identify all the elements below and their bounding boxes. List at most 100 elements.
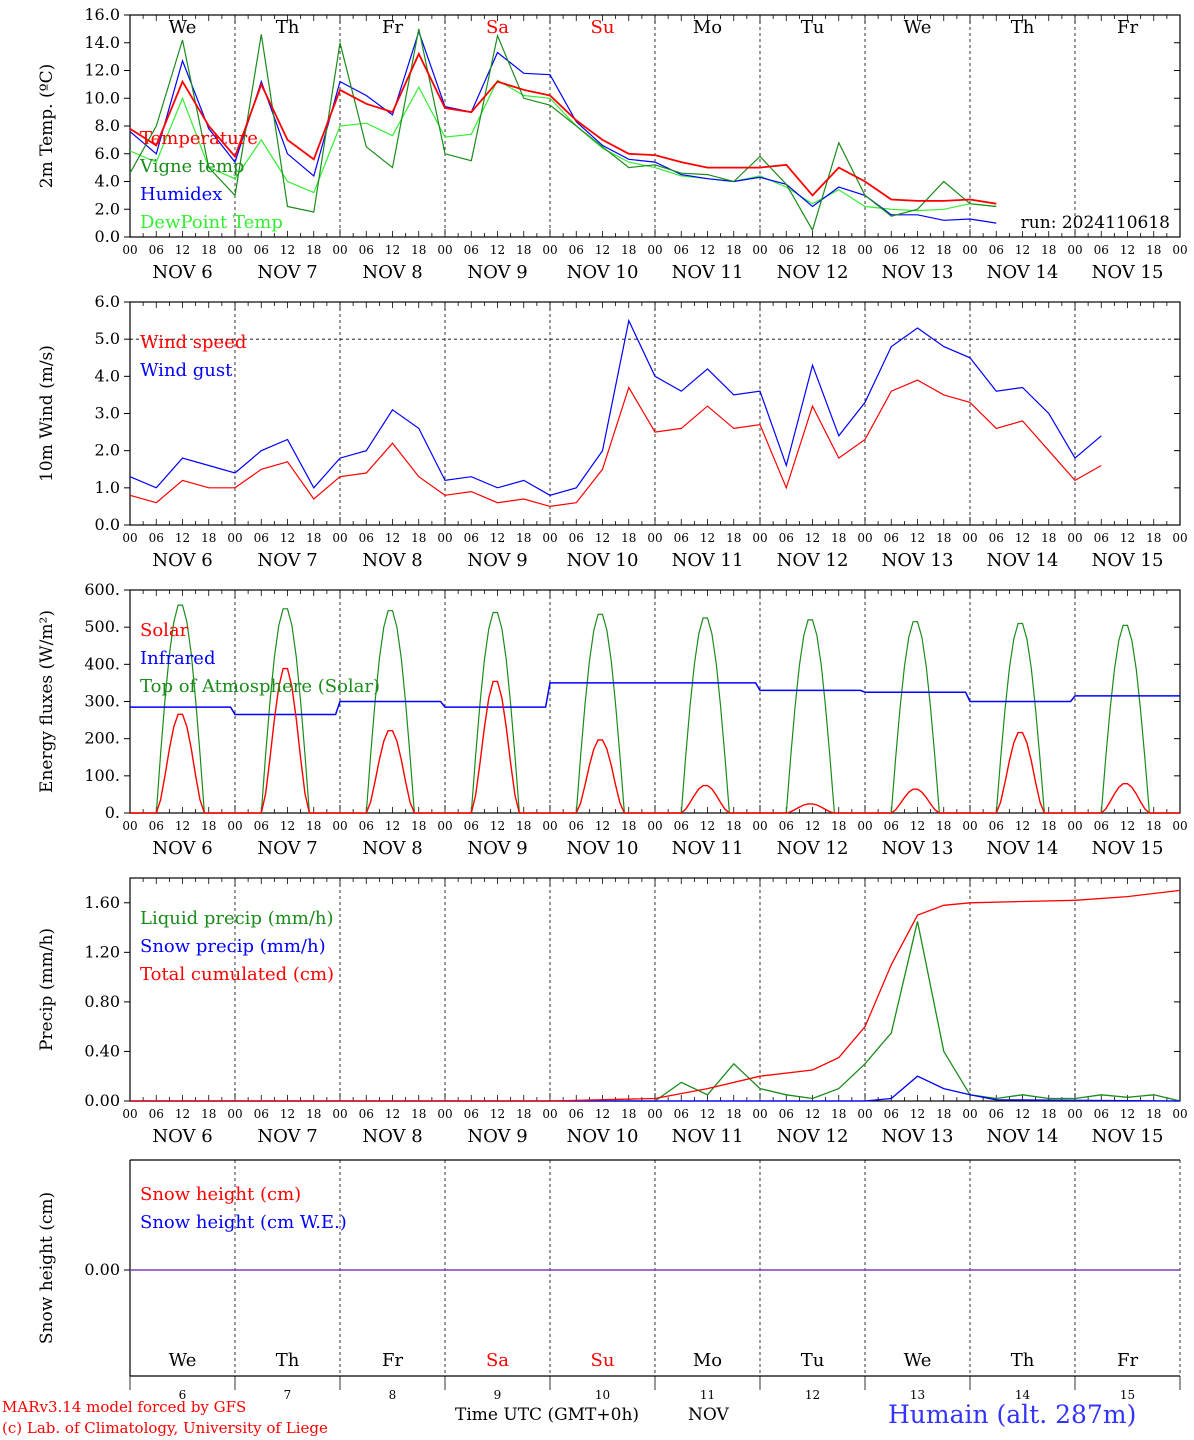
run-annotation: run: 2024110618 <box>1021 213 1170 233</box>
hour-tick-label: 12 <box>175 819 190 833</box>
hour-tick-label: 12 <box>700 1107 715 1121</box>
weekday-label: Fr <box>1117 1350 1138 1371</box>
hour-tick-label: 00 <box>752 243 767 257</box>
hour-tick-label: 00 <box>857 1107 872 1121</box>
hour-tick-label: 00 <box>227 243 242 257</box>
series-line-humidex <box>129 29 997 224</box>
hour-tick-label: 18 <box>1041 1107 1056 1121</box>
hour-tick-label: 06 <box>1094 819 1109 833</box>
hour-tick-label: 18 <box>621 819 636 833</box>
hour-tick-label: 12 <box>700 243 715 257</box>
date-label: NOV 12 <box>777 550 849 571</box>
hour-tick-label: 00 <box>227 531 242 545</box>
hour-tick-label: 12 <box>910 243 925 257</box>
weekday-label: Su <box>591 17 615 38</box>
hour-tick-label: 12 <box>175 243 190 257</box>
hour-tick-label: 06 <box>464 531 479 545</box>
y-tick-label: 10.0 <box>84 88 120 107</box>
hour-tick-label: 18 <box>1041 819 1056 833</box>
date-label: NOV 7 <box>257 262 317 283</box>
legend-entry: Humidex <box>140 184 222 205</box>
hour-tick-label: 00 <box>122 819 137 833</box>
hour-tick-label: 00 <box>332 243 347 257</box>
hour-tick-label: 00 <box>227 1107 242 1121</box>
y-tick-label: 12.0 <box>84 61 120 80</box>
series-line-infrared <box>130 682 1180 716</box>
hour-tick-label: 12 <box>280 531 295 545</box>
hour-tick-label: 12 <box>805 819 820 833</box>
hour-tick-label: 12 <box>700 819 715 833</box>
date-label: NOV 7 <box>257 550 317 571</box>
hour-tick-label: 06 <box>254 1107 269 1121</box>
weekday-label: We <box>169 17 197 38</box>
hour-tick-label: 12 <box>490 1107 505 1121</box>
hour-tick-label: 18 <box>516 1107 531 1121</box>
weekday-label: We <box>904 17 932 38</box>
weekday-label: Tu <box>801 1350 825 1371</box>
hour-tick-label: 18 <box>201 531 216 545</box>
hour-tick-label: 12 <box>175 1107 190 1121</box>
hour-tick-label: 06 <box>779 819 794 833</box>
hour-tick-label: 06 <box>779 531 794 545</box>
day-number-label: 6 <box>179 1388 187 1402</box>
day-number-label: 10 <box>595 1388 610 1402</box>
hour-tick-label: 00 <box>332 819 347 833</box>
hour-tick-label: 06 <box>464 243 479 257</box>
legend-entry: Wind speed <box>140 332 246 353</box>
y-tick-label: 4.0 <box>95 172 120 191</box>
hour-tick-label: 06 <box>1094 531 1109 545</box>
hour-tick-label: 06 <box>884 1107 899 1121</box>
y-tick-label: 600. <box>84 580 120 599</box>
y-tick-label: 0.0 <box>95 227 120 246</box>
hour-tick-label: 12 <box>1015 243 1030 257</box>
hour-tick-label: 18 <box>621 531 636 545</box>
hour-tick-label: 06 <box>359 531 374 545</box>
hour-tick-label: 00 <box>542 1107 557 1121</box>
date-label: NOV 14 <box>987 1126 1059 1147</box>
weekday-label: Fr <box>382 17 403 38</box>
hour-tick-label: 06 <box>464 819 479 833</box>
date-label: NOV 11 <box>672 1126 744 1147</box>
hour-tick-label: 06 <box>359 243 374 257</box>
hour-tick-label: 12 <box>595 243 610 257</box>
day-number-label: 9 <box>494 1388 502 1402</box>
y-tick-label: 1.0 <box>95 478 120 497</box>
y-axis-label-4: Precip (mm/h) <box>37 928 57 1051</box>
date-label: NOV 9 <box>467 1126 527 1147</box>
series-line-liquid-precip-mm-h- <box>130 921 1181 1102</box>
hour-tick-label: 18 <box>306 243 321 257</box>
y-tick-label: 200. <box>84 729 120 748</box>
hour-tick-label: 00 <box>122 243 137 257</box>
hour-tick-label: 00 <box>962 1107 977 1121</box>
panel-frame-2 <box>129 301 1181 526</box>
hour-tick-label: 18 <box>306 1107 321 1121</box>
hour-tick-label: 06 <box>569 1107 584 1121</box>
hour-tick-label: 06 <box>254 531 269 545</box>
hour-tick-label: 00 <box>437 819 452 833</box>
date-label: NOV 7 <box>257 838 317 859</box>
legend-entry: Infrared <box>140 648 215 669</box>
hour-tick-label: 00 <box>332 531 347 545</box>
hour-tick-label: 12 <box>1015 1107 1030 1121</box>
hour-tick-label: 00 <box>752 531 767 545</box>
hour-tick-label: 18 <box>831 819 846 833</box>
hour-tick-label: 06 <box>989 819 1004 833</box>
hour-tick-label: 06 <box>674 819 689 833</box>
hour-tick-label: 06 <box>149 243 164 257</box>
legend-entry: Total cumulated (cm) <box>140 964 334 985</box>
legend-entry: Wind gust <box>140 360 233 381</box>
hour-tick-label: 00 <box>962 243 977 257</box>
credit-line-1: MARv3.14 model forced by GFS <box>2 1398 247 1416</box>
hour-tick-label: 12 <box>1120 1107 1135 1121</box>
hour-tick-label: 06 <box>464 1107 479 1121</box>
hour-tick-label: 12 <box>1120 819 1135 833</box>
date-label: NOV 14 <box>987 838 1059 859</box>
y-tick-label: 100. <box>84 766 120 785</box>
date-label: NOV 14 <box>987 550 1059 571</box>
date-label: NOV 15 <box>1092 1126 1164 1147</box>
legend-entry: Liquid precip (mm/h) <box>140 908 334 929</box>
hour-tick-label: 06 <box>254 243 269 257</box>
y-tick-label: 500. <box>84 617 120 636</box>
legend-entry: DewPoint Temp <box>140 212 283 233</box>
